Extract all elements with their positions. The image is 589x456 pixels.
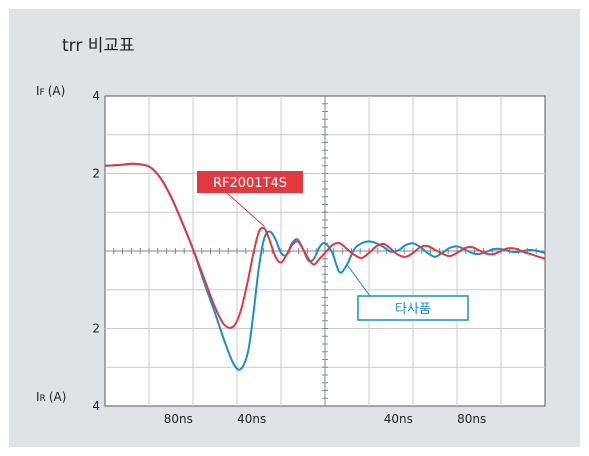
y-tick-label: 2 — [92, 167, 100, 181]
rf-label-leader — [226, 192, 265, 227]
y-bottom-axis-label: IR (A) — [36, 390, 66, 404]
y-tick-label: 4 — [92, 399, 100, 413]
y-tick-label: 2 — [92, 322, 100, 336]
y-tick-labels: 4 2 2 4 — [92, 89, 100, 413]
rf-label-text: RF2001T4S — [213, 176, 287, 191]
rf-label-box — [197, 171, 303, 193]
x-tick-label: 80ns — [457, 412, 486, 426]
series-line-competitor — [104, 162, 546, 371]
y-bottom-label-sub: R — [40, 394, 46, 404]
x-tick-label: 80ns — [164, 412, 193, 426]
grid — [105, 96, 545, 406]
x-tick-label: 40ns — [384, 412, 413, 426]
competitor-label-leader — [346, 264, 371, 297]
competitor-label-box — [357, 295, 469, 321]
y-tick-label: 4 — [92, 89, 100, 103]
x-tick-labels: 80ns 40ns 40ns 80ns — [164, 412, 486, 426]
y-bottom-label-unit: (A) — [49, 390, 67, 404]
chart-title: trr 비교표 — [62, 36, 135, 56]
series-line-rf2001t4s — [104, 162, 546, 329]
y-top-label-main: I — [36, 84, 40, 98]
annotation-layer: RF2001T4S 타사품 — [197, 171, 469, 321]
x-tick-label: 40ns — [237, 412, 266, 426]
series-layer — [104, 162, 546, 371]
y-top-label-sub: F — [40, 88, 45, 98]
y-top-label-unit: (A) — [48, 84, 66, 98]
y-top-axis-label: IF (A) — [36, 84, 65, 98]
y-bottom-label-main: I — [36, 390, 40, 404]
competitor-label-text: 타사품 — [395, 302, 431, 317]
